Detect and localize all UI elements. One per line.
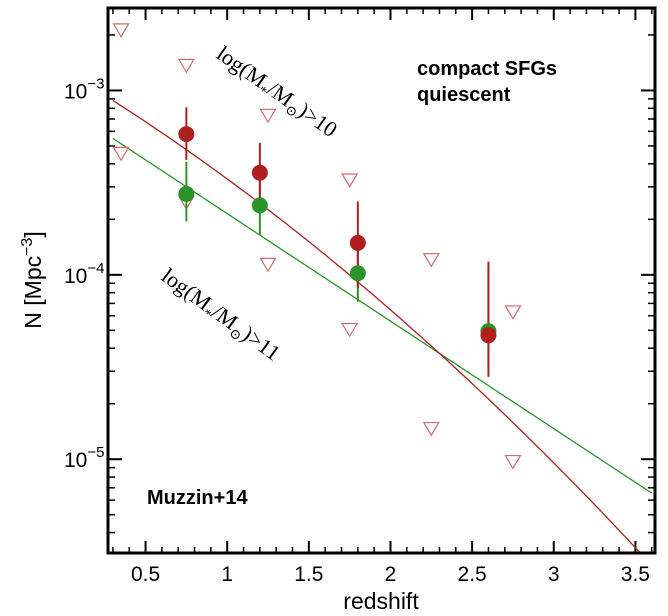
x-tick-label: 1.5 bbox=[294, 563, 323, 586]
y-axis-title: N [Mpc−3] bbox=[19, 231, 46, 328]
y-tick-exponent: −4 bbox=[87, 260, 104, 277]
y-tick-mantissa: 10 bbox=[64, 449, 87, 472]
reference-triangle bbox=[424, 254, 439, 267]
data-point bbox=[350, 235, 366, 251]
reference-label: Muzzin+14 bbox=[147, 487, 248, 509]
reference-triangle bbox=[114, 24, 129, 37]
reference-triangle bbox=[505, 456, 520, 469]
legend-entry-quiescent: quiescent bbox=[417, 84, 511, 106]
x-tick-label: 1 bbox=[221, 563, 233, 586]
data-point bbox=[480, 327, 496, 343]
annotation-mass10-c: )>10 bbox=[294, 98, 343, 142]
y-tick-label: 10−4 bbox=[64, 260, 104, 288]
x-tick-label: 2.5 bbox=[458, 563, 487, 586]
data-point bbox=[252, 197, 268, 213]
data-point bbox=[252, 165, 268, 181]
y-tick-exponent: −5 bbox=[87, 444, 104, 461]
y-axis-title-close: ] bbox=[20, 231, 46, 237]
reference-triangle bbox=[179, 59, 194, 72]
reference-triangle bbox=[342, 174, 357, 187]
y-axis-title-exponent: −3 bbox=[19, 238, 36, 256]
y-tick-mantissa: 10 bbox=[64, 265, 87, 288]
legend-entry-compact-sfgs: compact SFGs bbox=[417, 58, 557, 80]
y-tick-label: 10−3 bbox=[64, 75, 104, 103]
annotation-mass11-c: )>11 bbox=[237, 321, 285, 365]
annotation-mass10: log(M*/M⊙)>10 bbox=[210, 41, 342, 146]
reference-triangle bbox=[261, 109, 276, 122]
y-tick-mantissa: 10 bbox=[64, 80, 87, 103]
x-tick-label: 0.5 bbox=[131, 563, 160, 586]
data-point bbox=[178, 126, 194, 142]
reference-triangle bbox=[424, 423, 439, 436]
y-axis-title-main: N [Mpc bbox=[20, 256, 46, 329]
x-tick-label: 3.5 bbox=[621, 563, 650, 586]
reference-triangle bbox=[261, 258, 276, 271]
data-point bbox=[350, 265, 366, 281]
x-tick-label: 3 bbox=[548, 563, 560, 586]
x-axis-title: redshift bbox=[343, 588, 419, 614]
reference-triangle bbox=[114, 147, 129, 160]
data-point bbox=[178, 186, 194, 202]
x-tick-label: 2 bbox=[385, 563, 397, 586]
annotation-mass11: log(M*/M⊙)>11 bbox=[155, 263, 286, 369]
tick-labels: 0.5 1 1.5 2 2.5 3 3.510−510−410−3 bbox=[64, 75, 650, 586]
y-tick-label: 10−5 bbox=[64, 444, 104, 472]
reference-triangle bbox=[505, 306, 520, 319]
y-tick-exponent: −3 bbox=[87, 75, 104, 92]
reference-triangle bbox=[342, 324, 357, 337]
